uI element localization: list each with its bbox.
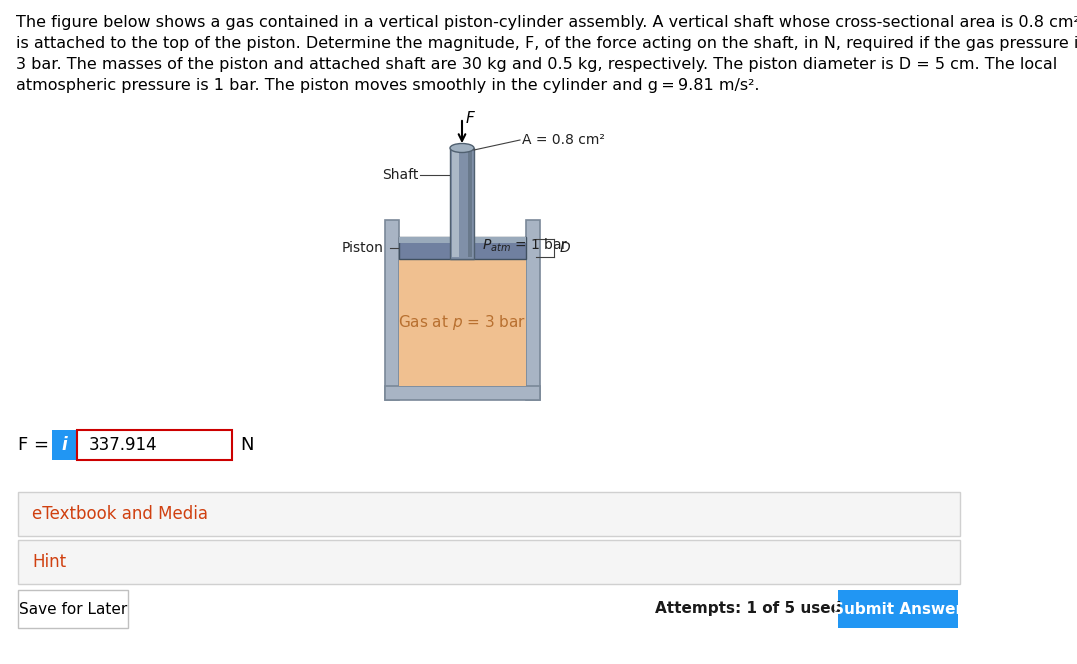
Text: N: N — [240, 436, 253, 454]
Text: 337.914: 337.914 — [89, 436, 157, 454]
Bar — [838, 590, 959, 628]
Text: Hint: Hint — [32, 553, 66, 571]
Bar — [384, 386, 540, 400]
Bar — [526, 220, 540, 400]
Text: $P_{atm}$ = 1 bar: $P_{atm}$ = 1 bar — [482, 236, 569, 254]
Text: is attached to the top of the piston. Determine the magnitude, F, of the force a: is attached to the top of the piston. De… — [16, 36, 1077, 51]
Text: Attempts: 1 of 5 used: Attempts: 1 of 5 used — [655, 602, 841, 616]
Bar — [18, 540, 960, 584]
Bar — [398, 237, 526, 243]
Text: A = 0.8 cm²: A = 0.8 cm² — [522, 133, 605, 147]
Bar — [52, 430, 76, 460]
Text: Piston: Piston — [342, 241, 383, 255]
Bar — [468, 150, 472, 257]
Text: Gas at $p$ = 3 bar: Gas at $p$ = 3 bar — [397, 313, 526, 332]
Bar — [18, 590, 128, 628]
Bar — [452, 150, 459, 257]
Bar — [18, 492, 960, 536]
Bar — [384, 220, 398, 400]
Text: D: D — [559, 241, 570, 255]
Text: Save for Later: Save for Later — [19, 602, 127, 616]
Bar — [76, 430, 232, 460]
Text: The figure below shows a gas contained in a vertical piston-cylinder assembly. A: The figure below shows a gas contained i… — [16, 15, 1077, 30]
Text: Submit Answer: Submit Answer — [833, 602, 963, 616]
Bar — [398, 259, 526, 386]
Text: Shaft: Shaft — [382, 168, 418, 182]
Text: i: i — [61, 436, 68, 454]
Bar — [450, 148, 474, 259]
Text: F: F — [466, 111, 475, 126]
Text: eTextbook and Media: eTextbook and Media — [32, 505, 208, 523]
Ellipse shape — [450, 143, 474, 153]
Bar — [398, 237, 526, 259]
Text: 3 bar. The masses of the piston and attached shaft are 30 kg and 0.5 kg, respect: 3 bar. The masses of the piston and atta… — [16, 57, 1058, 72]
Text: F =: F = — [18, 436, 48, 454]
Text: atmospheric pressure is 1 bar. The piston moves smoothly in the cylinder and g =: atmospheric pressure is 1 bar. The pisto… — [16, 78, 759, 93]
